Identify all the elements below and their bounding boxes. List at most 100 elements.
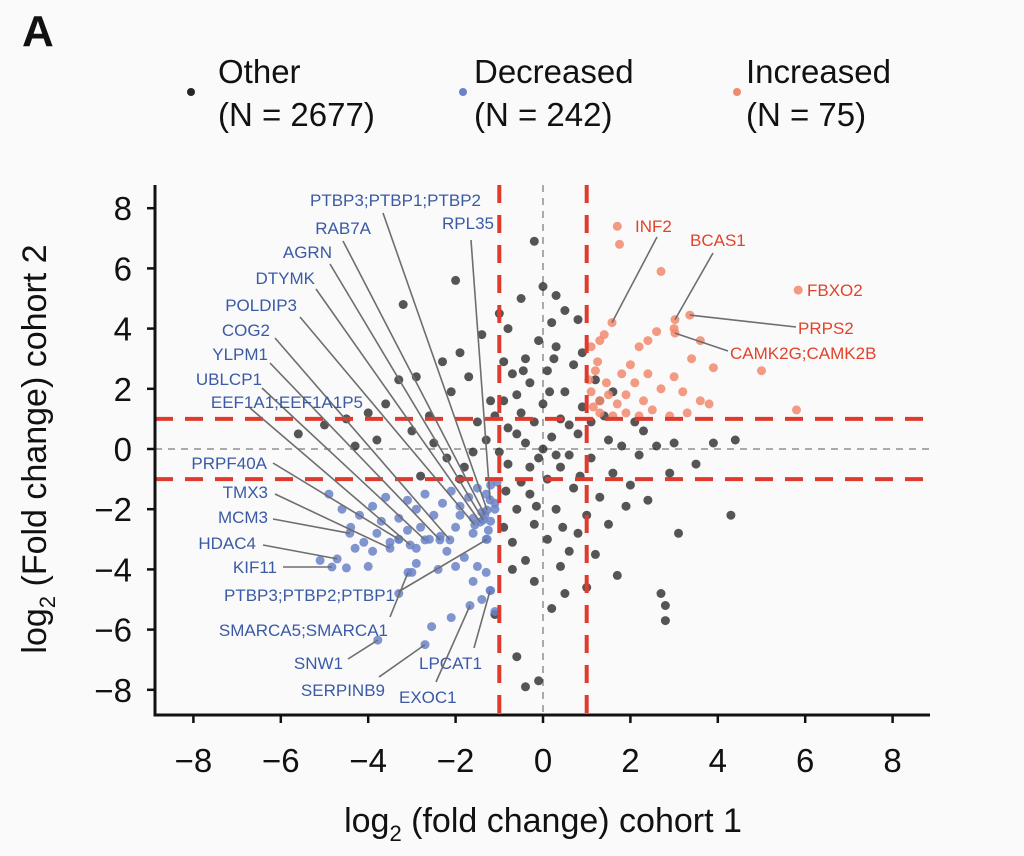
annotation-label: CAMK2G;CAMK2B bbox=[730, 344, 876, 363]
x-tick-label: −6 bbox=[262, 742, 300, 779]
point-increased bbox=[595, 408, 605, 418]
point-other bbox=[518, 366, 528, 376]
annotation-leader-line bbox=[315, 288, 481, 523]
point-other bbox=[516, 294, 526, 303]
point-increased bbox=[669, 372, 679, 382]
annotation-leader-line bbox=[611, 236, 658, 323]
annotation-label: LPCAT1 bbox=[419, 654, 482, 673]
point-decreased bbox=[411, 558, 421, 568]
point-increased bbox=[612, 399, 622, 409]
point-other bbox=[525, 462, 535, 472]
point-other bbox=[451, 275, 461, 285]
point-other bbox=[398, 300, 408, 309]
annotation-label: PTBP3;PTBP2;PTBP1 bbox=[224, 586, 395, 605]
point-other bbox=[573, 315, 583, 325]
axes: −8 −6 −4 −2 0 2 4 6 8 −8 −6 −4 −2 0 2 4 6 8 bbox=[94, 185, 930, 779]
annotation-label: SMARCA5;SMARCA1 bbox=[219, 621, 388, 640]
point-decreased bbox=[363, 561, 373, 571]
point-increased bbox=[630, 378, 640, 388]
point-other bbox=[477, 330, 487, 340]
point-other bbox=[542, 534, 552, 544]
point-decreased bbox=[468, 576, 478, 586]
legend-label-decreased: Decreased bbox=[474, 53, 634, 90]
point-decreased bbox=[372, 528, 382, 538]
x-tick-label: −4 bbox=[349, 742, 387, 779]
point-other bbox=[529, 576, 539, 586]
point-other bbox=[617, 441, 627, 451]
point-increased bbox=[678, 387, 688, 397]
point-other bbox=[501, 486, 511, 496]
point-other bbox=[464, 372, 474, 382]
annotation: BCAS1 bbox=[674, 231, 746, 320]
x-tick-label: 2 bbox=[621, 742, 639, 779]
point-other bbox=[560, 306, 570, 315]
annotation: KIF11 bbox=[233, 558, 332, 577]
point-decreased bbox=[411, 504, 421, 514]
point-other bbox=[551, 342, 561, 352]
point-increased bbox=[595, 336, 605, 346]
point-other bbox=[643, 495, 653, 505]
point-decreased bbox=[403, 495, 412, 505]
y-tick-label: −4 bbox=[94, 551, 132, 588]
point-decreased bbox=[455, 510, 465, 520]
point-other bbox=[363, 408, 373, 418]
legend: Other (N = 2677) Decreased (N = 242) Inc… bbox=[187, 53, 891, 133]
point-other bbox=[320, 420, 329, 430]
point-other bbox=[595, 492, 605, 502]
annotation-leader-line bbox=[272, 462, 400, 540]
x-tick-label: −8 bbox=[175, 742, 213, 779]
point-other bbox=[499, 522, 509, 532]
point-increased bbox=[612, 221, 622, 231]
annotation: SNW1 bbox=[294, 639, 379, 673]
point-decreased bbox=[483, 525, 493, 535]
annotation-label: FBXO2 bbox=[807, 281, 863, 300]
annotation-label: AGRN bbox=[283, 243, 332, 262]
point-other bbox=[521, 682, 530, 692]
point-other bbox=[529, 236, 539, 246]
point-increased bbox=[590, 366, 600, 376]
annotation: MCM3 bbox=[218, 508, 350, 535]
annotation-leader-line bbox=[473, 590, 491, 649]
annotation-label: MCM3 bbox=[218, 508, 268, 527]
annotation-label: TMX3 bbox=[223, 483, 268, 502]
point-decreased bbox=[438, 498, 447, 508]
point-increased bbox=[615, 239, 624, 249]
point-other bbox=[547, 318, 557, 328]
point-other bbox=[730, 435, 740, 445]
annotation: AGRN bbox=[283, 243, 484, 521]
point-increased bbox=[617, 369, 627, 379]
annotation: FBXO2 bbox=[807, 281, 863, 300]
point-other bbox=[560, 589, 570, 598]
annotation-label: POLDIP3 bbox=[225, 296, 297, 315]
annotation: SERPINB9 bbox=[301, 643, 426, 700]
point-other bbox=[652, 441, 662, 451]
annotation: RAB7A bbox=[315, 219, 486, 516]
point-other bbox=[556, 561, 565, 571]
x-axis-label: log2 (fold change) cohort 1 bbox=[344, 802, 742, 846]
point-increased bbox=[588, 402, 598, 412]
point-decreased bbox=[490, 504, 500, 514]
point-increased bbox=[792, 405, 801, 415]
annotation-label: DTYMK bbox=[256, 269, 316, 288]
point-increased bbox=[656, 266, 666, 276]
point-decreased bbox=[394, 513, 404, 523]
annotation: CAMK2G;CAMK2B bbox=[674, 332, 876, 363]
annotation-label: EXOC1 bbox=[399, 688, 457, 707]
point-other bbox=[547, 604, 557, 613]
point-decreased bbox=[486, 516, 496, 526]
point-other bbox=[669, 438, 679, 448]
point-other bbox=[503, 459, 513, 469]
legend-marker-increased bbox=[733, 88, 741, 96]
y-tick-label: 6 bbox=[114, 250, 132, 287]
point-other bbox=[416, 471, 426, 481]
point-other bbox=[604, 519, 613, 529]
annotation: COG2 bbox=[222, 321, 451, 541]
point-other bbox=[577, 348, 587, 358]
point-increased bbox=[625, 360, 635, 370]
y-tick-label: 4 bbox=[114, 311, 132, 348]
legend-label-increased: Increased bbox=[746, 53, 891, 90]
x-tick-label: 8 bbox=[883, 742, 901, 779]
point-other bbox=[590, 549, 600, 559]
point-other bbox=[551, 504, 561, 514]
point-increased bbox=[595, 396, 605, 406]
